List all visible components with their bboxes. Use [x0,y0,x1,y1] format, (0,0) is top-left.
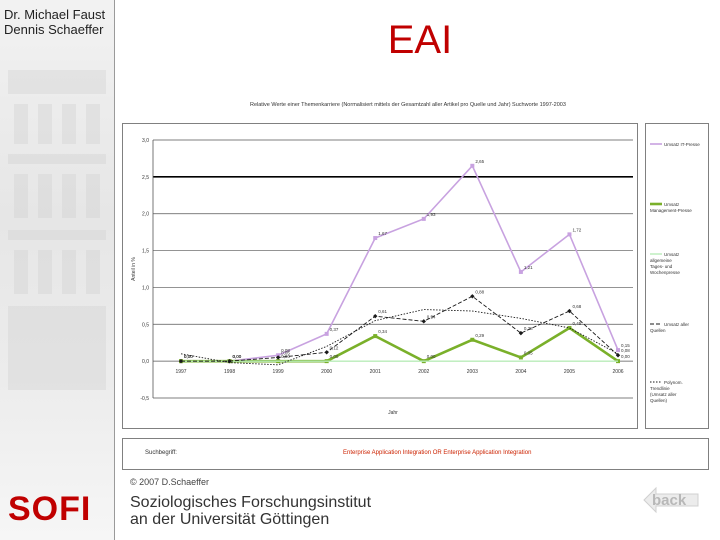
x-tick-label: 2005 [564,369,575,375]
data-label: 0,12 [330,345,339,350]
author-block: Dr. Michael Faust Dennis Schaeffer [4,7,105,37]
data-label: 1,72 [572,227,581,232]
data-label: 0,00 [233,354,242,359]
data-point [373,334,378,339]
y-tick-label: 1,5 [142,249,149,255]
x-tick-label: 2003 [467,369,478,375]
data-point [567,325,572,330]
x-tick-label: 2004 [515,369,526,375]
y-tick-label: 0,5 [142,322,149,328]
sidebar-panel [0,0,115,540]
data-point [616,348,620,353]
legend-entry: Umsatz Management-Presse [650,202,692,213]
author-name-2: Dennis Schaeffer [4,22,104,37]
data-label: 0,15 [621,343,630,348]
institute-line-1: Soziologisches Forschungsinstitut [130,494,372,511]
legend-entry: Umsatz allgemeine Tages- und Wochenpresse [650,252,680,275]
x-tick-label: 1997 [175,369,186,375]
y-tick-label: 1,0 [142,285,149,291]
y-tick-label: 3,0 [142,138,149,144]
data-point [470,163,475,168]
data-label: 2,65 [475,159,484,164]
chart-legend: Umsatz IT-Presse Umsatz Management-Presse U… [645,123,709,429]
back-arrow-icon [643,486,699,514]
data-label: 0,37 [330,327,339,332]
data-label: 0,00 [233,354,242,359]
institute-line-2: an der Universität Göttingen [130,511,330,528]
back-button[interactable]: back [642,486,700,514]
y-tick-label: 2,5 [142,175,149,181]
building-watermark [8,70,106,390]
data-label: 0,00 [330,354,339,359]
data-label: 0,05 [281,350,290,355]
data-point [470,294,475,299]
data-point [470,337,475,342]
line-chart: 3,0 2,5 2,0 1,5 1,0 0,5 0,0 -0,5 1997 1998 1999 200… [131,138,633,416]
author-name-1: Dr. Michael Faust [4,7,106,22]
data-point [518,330,524,336]
data-point [421,319,426,324]
chart-frame: 3,0 2,5 2,0 1,5 1,0 0,5 0,0 -0,5 1997 1998 1999 200… [122,123,638,429]
series-line [181,326,619,363]
legend-entry: Polynom. Trendlinie (Umsatz aller Quellen) [650,380,683,403]
y-axis-label: Anteil in % [131,257,137,281]
data-label: 0,00 [233,354,242,359]
search-term-box: Suchbegriff: Enterprise Application Inte… [122,438,709,470]
x-axis-label: Jahr [388,410,398,416]
x-tick-label: 1998 [224,369,235,375]
data-label: 0,08 [281,348,290,353]
y-tick-label: -0,5 [140,396,149,402]
x-tick-label: 2001 [370,369,381,375]
back-label: back [652,492,687,509]
series-line [181,295,619,362]
data-label: 0,54 [427,314,436,319]
data-label: 0,61 [378,309,387,314]
data-point [518,269,523,274]
data-label: 0,34 [378,329,387,334]
data-point [567,308,572,314]
x-tick-label: 2002 [418,369,429,375]
x-tick-label: 1999 [273,369,284,375]
sofi-logo: SOFI [8,490,92,528]
data-point [275,355,281,360]
copyright-notice: © 2007 D.Schaeffer [130,477,210,487]
x-tick-label: 2006 [612,369,623,375]
data-label: 0,68 [572,304,581,309]
x-tick-label: 2000 [321,369,332,375]
data-label: 0,38 [524,326,533,331]
data-label: 1,93 [427,212,436,217]
data-point [421,216,426,221]
data-point [324,350,329,355]
y-tick-label: 0,0 [142,359,149,365]
slide-title: EAI [387,18,453,62]
data-label: 0,45 [572,321,581,326]
legend-entry: Umsatz IT-Presse [664,142,700,147]
search-term-value: Enterprise Application Integration OR En… [343,450,532,456]
data-point [373,313,378,319]
chart-header: Relative Werte einer Themenkarriere (Nor… [250,102,566,108]
y-tick-label: 2,0 [142,212,149,218]
series-line [181,164,619,362]
legend-svg: Umsatz IT-Presse Umsatz Management-Presse U… [650,142,700,403]
data-label: 0,05 [524,350,533,355]
data-point [615,353,621,358]
data-label: 0,00 [621,354,630,359]
data-label: 0,00 [184,354,193,359]
data-point [518,355,523,360]
data-label: 1,21 [524,265,533,270]
data-label: 0,08 [621,348,630,353]
data-point [324,331,329,336]
data-point [276,353,281,358]
data-point [373,236,378,241]
data-label: 1,67 [378,231,387,236]
institute-name: Soziologisches Forschungsinstitut an der… [130,494,371,528]
data-point [567,232,572,237]
data-label: 0,00 [184,354,193,359]
data-label: 0,29 [475,333,484,338]
data-label: 0,00 [427,354,436,359]
legend-entry: Umsatz aller Quellen [650,322,690,333]
search-term-label: Suchbegriff: [145,450,177,456]
data-label: 0,00 [184,354,193,359]
data-label: 0,88 [475,289,484,294]
